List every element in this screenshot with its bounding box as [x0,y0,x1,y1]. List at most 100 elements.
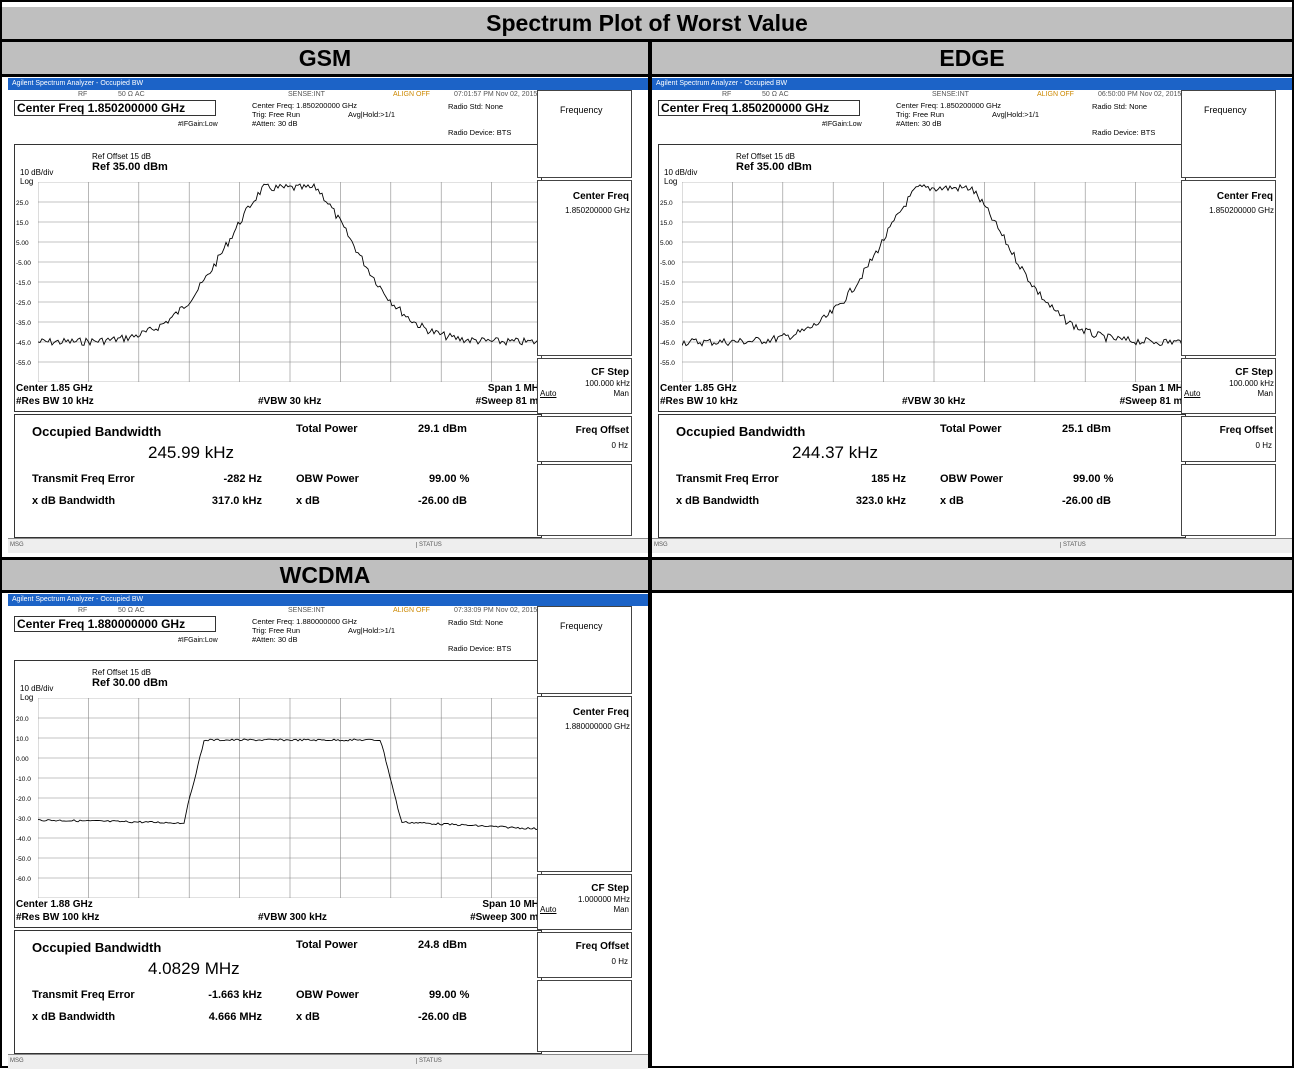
softkey-center-freq-label: Center Freq [572,191,629,202]
header-edge: EDGE [652,42,1292,74]
radio-std-label: Radio Std: None [448,102,504,111]
header-empty [652,560,1292,590]
softkey-cf-step-value: 100.000 kHz [1229,379,1274,388]
softkey-cf-step[interactable]: CF Step 1.000000 MHz Auto Man [537,874,632,930]
tfe-value: -1.663 kHz [208,989,262,1001]
softkey-blank[interactable] [1181,464,1276,536]
softkey-man[interactable]: Man [1257,389,1273,398]
obw-power-value: 99.00 % [429,989,470,1001]
atten-label: #Atten: 30 dB [252,119,298,128]
sweep-label: #Sweep 81 ms [1119,396,1188,407]
softkey-freq-offset[interactable]: Freq Offset 0 Hz [1181,416,1276,462]
softkey-blank[interactable] [537,980,632,1052]
total-power-value: 24.8 dBm [418,939,467,951]
tfe-label: Transmit Freq Error [32,989,135,1001]
xdb-bw-value: 4.666 MHz [208,1011,262,1023]
sense-label: SENSE:INT [288,607,325,614]
softkey-man[interactable]: Man [613,905,629,914]
softkey-cf-step-value: 1.000000 MHz [577,895,630,904]
softkey-man[interactable]: Man [613,389,629,398]
ifgain-label: #IFGain:Low [178,121,218,128]
softkey-auto[interactable]: Auto [540,905,557,914]
softkey-center-freq[interactable]: Center Freq 1.880000000 GHz [537,696,632,872]
sense-label: SENSE:INT [288,91,325,98]
analyzer-screen: RF 50 Ω AC SENSE:INT ALIGN OFF 07:33:09 … [8,606,648,1069]
spectrum-trace [682,183,1186,347]
total-power-value: 29.1 dBm [418,423,467,435]
softkey-center-freq-value: 1.880000000 GHz [565,722,630,731]
column-divider [648,42,652,1068]
y-tick-label: -30.0 [16,816,31,823]
softkey-freq-offset-label: Freq Offset [575,941,629,952]
avg-label: Avg|Hold:>1/1 [348,110,396,119]
avg-label: Avg|Hold:>1/1 [992,110,1040,119]
center-freq-box[interactable]: Center Freq 1.850200000 GHz [14,100,217,116]
spectrum-graph [38,698,542,898]
impedance-label: 50 Ω AC [118,607,145,614]
softkey-cf-step[interactable]: CF Step 100.000 kHz Auto Man [1181,358,1276,414]
impedance-label: 50 Ω AC [762,91,789,98]
softkey-frequency[interactable]: Frequency [537,606,632,694]
y-tick-label: -55.0 [660,360,675,367]
analyzer-screen: RF 50 Ω AC SENSE:INT ALIGN OFF 07:01:57 … [8,90,648,553]
status-label: STATUS [416,1058,442,1064]
softkey-frequency[interactable]: Frequency [1181,90,1276,178]
tfe-label: Transmit Freq Error [676,473,779,485]
softkey-center-freq[interactable]: Center Freq 1.850200000 GHz [1181,180,1276,356]
timestamp: 06:50:00 PM Nov 02, 2015 [1098,91,1182,98]
softkey-frequency[interactable]: Frequency [537,90,632,178]
obw-power-value: 99.00 % [429,473,470,485]
align-label: ALIGN OFF [393,607,430,614]
divider [2,39,1292,42]
softkey-cf-step[interactable]: CF Step 100.000 kHz Auto Man [537,358,632,414]
softkey-menu: Frequency Center Freq 1.850200000 GHz CF… [537,90,648,540]
softkey-center-freq-value: 1.850200000 GHz [1209,206,1274,215]
obw-value: 245.99 kHz [148,443,234,462]
vbw-label: #VBW 30 kHz [258,396,322,407]
span-label: Span 1 MHz [1131,383,1188,394]
window-title-bar: Agilent Spectrum Analyzer - Occupied BW [8,78,648,90]
tfe-label: Transmit Freq Error [32,473,135,485]
y-tick-label: 5.00 [16,240,29,247]
softkey-freq-offset[interactable]: Freq Offset 0 Hz [537,416,632,462]
xdb-value: -26.00 dB [418,495,467,507]
log-label: Log [20,177,34,186]
msg-label: MSG [654,542,668,548]
softkey-center-freq[interactable]: Center Freq 1.850200000 GHz [537,180,632,356]
softkey-blank[interactable] [537,464,632,536]
softkey-frequency-label: Frequency [560,621,603,631]
status-label: STATUS [1060,542,1086,548]
softkey-freq-offset[interactable]: Freq Offset 0 Hz [537,932,632,978]
xdb-bw-label: x dB Bandwidth [32,1011,116,1023]
analyzer-panel-edge: Agilent Spectrum Analyzer - Occupied BW … [652,78,1292,553]
softkey-auto[interactable]: Auto [540,389,557,398]
rf-label: RF [722,91,732,98]
radio-device-label: Radio Device: BTS [1092,128,1156,137]
obw-power-label: OBW Power [940,473,1003,485]
y-tick-label: -45.0 [660,340,675,347]
softkey-cf-step-label: CF Step [1235,367,1273,378]
radio-device-label: Radio Device: BTS [448,644,512,653]
rf-label: RF [78,607,88,614]
softkey-freq-offset-value: 0 Hz [611,957,628,966]
center-freq-box[interactable]: Center Freq 1.850200000 GHz [658,100,861,116]
align-label: ALIGN OFF [393,91,430,98]
total-power-label: Total Power [296,423,358,435]
spectrum-graph [38,182,542,382]
res-bw-label: #Res BW 10 kHz [660,396,738,407]
divider [2,557,1292,560]
softkey-auto[interactable]: Auto [1184,389,1201,398]
softkey-frequency-label: Frequency [1204,105,1247,115]
obw-label: Occupied Bandwidth [676,424,806,439]
atten-label: #Atten: 30 dB [252,635,298,644]
obw-value: 244.37 kHz [792,443,878,462]
center-freq-box[interactable]: Center Freq 1.880000000 GHz [14,616,217,632]
xdb-label: x dB [940,495,964,507]
xdb-label: x dB [296,495,320,507]
ref-offset: Ref Offset 15 dB [736,152,795,161]
radio-device-label: Radio Device: BTS [448,128,512,137]
ifgain-label: #IFGain:Low [822,121,862,128]
xdb-value: -26.00 dB [1062,495,1111,507]
softkey-freq-offset-label: Freq Offset [575,425,629,436]
y-tick-label: -15.0 [660,280,675,287]
